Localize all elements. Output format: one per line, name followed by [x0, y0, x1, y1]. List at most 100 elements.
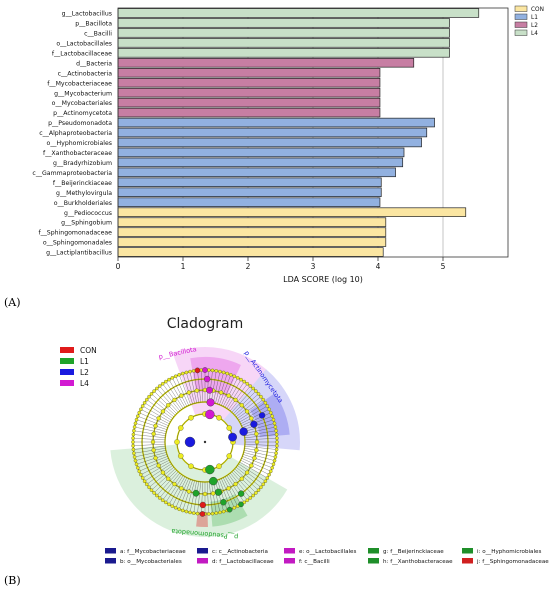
branch	[133, 446, 166, 450]
clade-sector-actinobacteria	[250, 393, 290, 438]
key-swatch	[105, 558, 116, 564]
bar	[117, 127, 428, 138]
leaf-node	[131, 436, 135, 440]
leaf-node	[245, 382, 250, 386]
mid-node	[179, 486, 184, 491]
x-tick-label: 0	[116, 262, 121, 271]
category-label: g__Pediococcus	[64, 210, 112, 217]
bar	[117, 48, 450, 58]
branch	[189, 481, 197, 513]
branch	[142, 461, 171, 479]
leaf-node	[167, 502, 171, 507]
branch	[146, 399, 173, 419]
inner-node	[216, 463, 222, 469]
branch	[136, 419, 168, 430]
category-label: p__Actinomycetota	[53, 110, 112, 117]
category-label: p__Bacillota	[75, 21, 112, 28]
key-label: d: f__Lactobacillaceae	[212, 559, 274, 565]
branch	[219, 479, 231, 510]
leaf-node	[225, 371, 229, 376]
leaf-node	[167, 377, 171, 382]
leaf-node	[160, 382, 165, 386]
leaf-node	[214, 511, 219, 515]
category-label: d__Bacteria	[76, 60, 112, 67]
category-label: g__Methylovirgula	[56, 190, 112, 197]
branch	[139, 458, 169, 472]
branch	[242, 454, 274, 465]
leaf-node	[273, 425, 278, 429]
branch	[133, 443, 166, 446]
category-label: o__Hyphomicrobiales	[47, 140, 112, 147]
branch	[215, 372, 224, 404]
leaf-node	[170, 376, 175, 380]
branch	[148, 467, 175, 488]
clade-sector-bacillota	[172, 347, 267, 421]
cladogram-legend-label: L4	[80, 379, 89, 388]
inner-node	[226, 425, 232, 431]
bar	[117, 107, 381, 118]
branch	[168, 476, 186, 505]
branch	[238, 402, 266, 421]
key-swatch	[284, 558, 295, 564]
branch	[193, 481, 199, 514]
leaf-node	[134, 462, 139, 466]
mid-node	[244, 470, 250, 475]
legend-label: L4	[531, 31, 538, 37]
branch	[206, 370, 209, 403]
leaf-node	[157, 496, 162, 500]
bar	[117, 157, 404, 168]
branch	[238, 463, 266, 482]
leaf-node	[147, 485, 151, 490]
leaf-node	[265, 404, 270, 408]
branch	[197, 370, 201, 403]
category-label: o__Lactobacillales	[56, 40, 112, 47]
bar	[117, 137, 422, 148]
leaf-node	[275, 440, 279, 444]
inner-node	[188, 415, 194, 421]
branch	[223, 377, 238, 407]
mid-node	[244, 409, 250, 414]
branch	[231, 388, 254, 413]
leaf-node	[242, 379, 246, 384]
branch	[209, 370, 213, 403]
leaf-node	[131, 444, 135, 448]
biomarker-node	[203, 375, 211, 383]
x-tick-label: 3	[311, 262, 316, 271]
leaf-node	[170, 504, 175, 508]
biomarker-node	[209, 476, 218, 486]
key-label: e: o__Lactobacillales	[299, 549, 356, 555]
biomarker-node	[199, 511, 206, 517]
leaf-node	[256, 488, 261, 492]
mid-node	[166, 403, 171, 408]
leaf-node	[272, 458, 277, 463]
biomarker-node	[226, 506, 233, 513]
branch	[209, 481, 213, 514]
branch	[146, 465, 173, 485]
leaf-node	[136, 466, 140, 470]
leaf-node	[235, 376, 240, 380]
leaf-node	[210, 511, 215, 516]
category-label: o__Sphingomonadales	[43, 240, 112, 247]
branch	[237, 399, 264, 419]
mid-node	[156, 463, 161, 468]
branch	[137, 456, 168, 468]
branch	[159, 472, 180, 499]
leaf-node	[136, 414, 140, 418]
branch	[240, 460, 270, 475]
cladogram-title: Cladogram	[167, 316, 244, 332]
leaf-node	[132, 455, 137, 459]
leaf-node	[131, 440, 135, 444]
branch	[193, 370, 199, 403]
branch	[168, 379, 186, 408]
leaf-node	[259, 394, 263, 399]
leaf-node	[149, 488, 154, 492]
branch	[136, 454, 168, 465]
branch	[215, 480, 224, 512]
category-label: g__Mycobacterium	[54, 90, 112, 97]
branch	[162, 474, 182, 501]
branch	[179, 479, 191, 510]
leaf-node	[155, 386, 159, 391]
branch	[134, 450, 166, 458]
leaf-node	[267, 472, 271, 477]
branch	[233, 390, 257, 414]
